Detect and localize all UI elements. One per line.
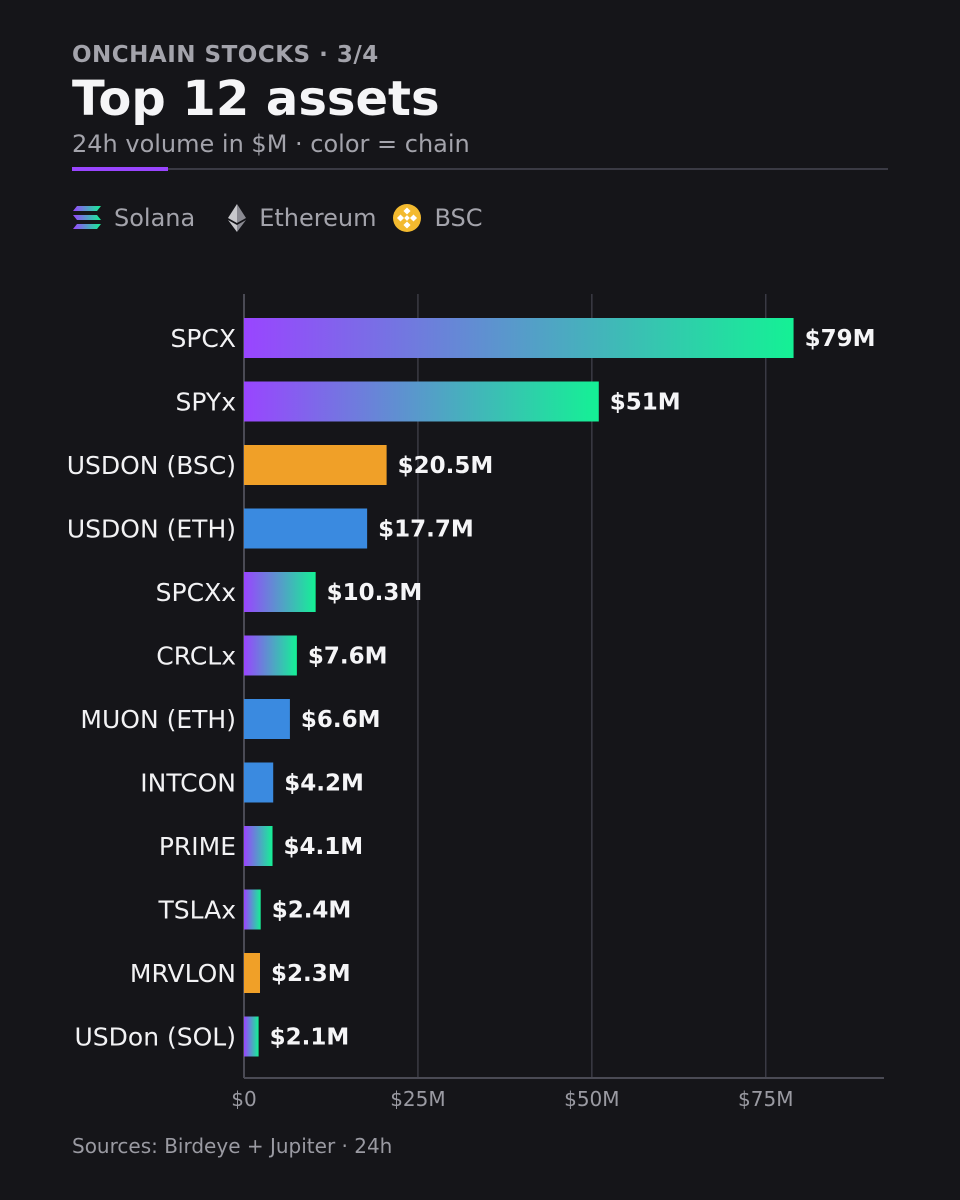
category-label: MUON (ETH) bbox=[80, 705, 236, 734]
bar-usdon-eth bbox=[244, 508, 368, 549]
value-label: $2.1M bbox=[270, 1025, 350, 1051]
kicker: ONCHAIN STOCKS · 3/4 bbox=[72, 42, 379, 68]
title-rule bbox=[72, 167, 888, 171]
bar-chart: $0 $25M $50M $75M SPCX $79M SPYx $51M USDON (BSC… bbox=[67, 294, 884, 1111]
bar-intcon bbox=[244, 762, 274, 803]
legend-label-ethereum: Ethereum bbox=[259, 204, 377, 232]
category-label: SPCXx bbox=[156, 578, 236, 607]
category-label: MRVLON bbox=[130, 959, 236, 988]
category-label: INTCON bbox=[140, 769, 236, 798]
bar-spcx bbox=[244, 318, 794, 358]
category-label: CRCLx bbox=[156, 642, 236, 671]
legend-label-solana: Solana bbox=[114, 204, 196, 232]
value-label: $20.5M bbox=[398, 453, 494, 479]
source-note: Sources: Birdeye + Jupiter · 24h bbox=[72, 1134, 393, 1158]
bar-spcxx bbox=[244, 572, 316, 612]
value-label: $10.3M bbox=[327, 580, 423, 606]
legend-item-solana: Solana bbox=[72, 204, 195, 232]
bar-prime bbox=[244, 826, 273, 866]
ethereum-icon bbox=[228, 204, 247, 232]
bar-muon-eth bbox=[244, 699, 290, 739]
value-label: $7.6M bbox=[308, 644, 388, 670]
value-label: $4.2M bbox=[284, 771, 364, 797]
solana-icon bbox=[73, 206, 101, 229]
category-label: PRIME bbox=[159, 832, 236, 861]
x-tick-label: $0 bbox=[231, 1087, 256, 1111]
value-label: $79M bbox=[805, 326, 876, 352]
category-label: USDON (BSC) bbox=[67, 451, 236, 480]
x-tick-label: $25M bbox=[390, 1087, 445, 1111]
value-label: $4.1M bbox=[284, 834, 364, 860]
chart-subtitle: 24h volume in $M · color = chain bbox=[72, 130, 470, 158]
bar-usdon-bsc bbox=[244, 445, 387, 485]
value-label: $2.3M bbox=[271, 961, 351, 987]
value-label: $6.6M bbox=[301, 707, 381, 733]
value-label: $51M bbox=[610, 390, 681, 416]
category-label: USDON (ETH) bbox=[67, 515, 236, 544]
category-label: TSLAx bbox=[157, 896, 236, 925]
x-tick-label: $50M bbox=[564, 1087, 619, 1111]
legend-item-bsc: BSC bbox=[392, 203, 483, 233]
bar-tslax bbox=[244, 889, 261, 930]
x-tick-label: $75M bbox=[738, 1087, 793, 1111]
category-label: USDon (SOL) bbox=[75, 1023, 237, 1052]
legend-item-ethereum: Ethereum bbox=[227, 203, 376, 233]
bar-mrvlon bbox=[244, 953, 260, 993]
legend-label-bsc: BSC bbox=[434, 204, 483, 232]
bar-usdon-sol bbox=[244, 1016, 259, 1057]
legend: Solana Ethereum BSC bbox=[72, 200, 499, 236]
bsc-icon bbox=[393, 204, 422, 232]
chart-title: Top 12 assets bbox=[72, 71, 440, 127]
value-label: $17.7M bbox=[378, 517, 474, 543]
value-label: $2.4M bbox=[272, 898, 352, 924]
bar-spyx bbox=[244, 381, 599, 422]
category-label: SPYx bbox=[176, 388, 236, 417]
bar-crclx bbox=[244, 635, 297, 676]
category-label: SPCX bbox=[170, 324, 236, 353]
title-rule-accent bbox=[72, 167, 168, 171]
